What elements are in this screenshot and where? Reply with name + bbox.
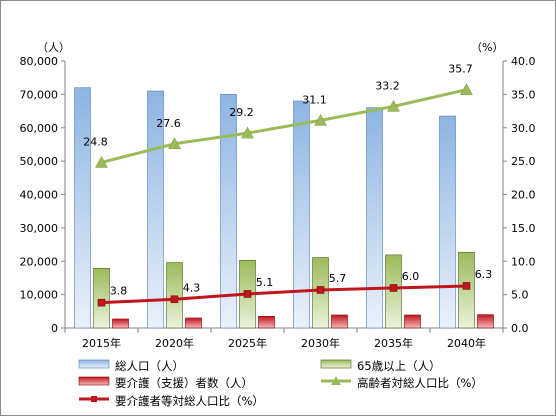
right-axis-unit: （%）: [471, 41, 503, 54]
legend-item: 総人口（人）: [78, 359, 184, 373]
legend-item: 要介護者等対総人口比（%）: [79, 394, 264, 408]
square-marker: [316, 286, 325, 294]
left-tick-label: 50,000: [20, 155, 59, 168]
bar-s3: [477, 314, 494, 329]
left-tick-label: 30,000: [20, 222, 59, 235]
legend-square-marker: [91, 396, 97, 402]
data-label: 6.0: [402, 270, 420, 283]
data-label: 31.1: [302, 93, 327, 106]
x-tick-label: 2030年: [301, 336, 340, 350]
data-label: 3.8: [110, 285, 128, 298]
triangle-marker: [314, 113, 327, 126]
left-tick-label: 80,000: [20, 55, 59, 68]
triangle-marker: [168, 137, 181, 150]
bar-s1: [439, 115, 456, 329]
square-marker: [97, 298, 106, 307]
x-tick-label: 2040年: [447, 336, 486, 350]
left-tick-label: 10,000: [20, 289, 59, 302]
right-tick-label: 20.0: [511, 189, 536, 202]
bar-s3: [258, 316, 275, 329]
legend-label: 要介護（支援）者数（人）: [115, 376, 253, 390]
legend-label: 高齢者対総人口比（%）: [357, 376, 483, 390]
legend-triangle-marker: [331, 376, 341, 385]
bar-s3: [185, 317, 202, 329]
left-tick-label: 0: [51, 322, 58, 335]
line-series-2: [101, 284, 467, 305]
bar-s1: [220, 94, 237, 329]
legend-item: 65歳以上（人）: [320, 359, 441, 373]
data-label: 6.3: [475, 268, 493, 281]
x-tick-label: 2020年: [155, 336, 194, 350]
left-tick-label: 40,000: [20, 189, 59, 202]
square-marker: [170, 295, 179, 304]
triangle-marker: [387, 99, 400, 112]
triangle-marker: [460, 83, 473, 95]
bar-s2: [166, 262, 183, 329]
legend-label: 総人口（人）: [115, 359, 184, 373]
plot-area: 0 10,000 20,000 30,000 40,000 50,000 60,000 70,…: [20, 41, 536, 350]
left-axis-unit: （人）: [37, 41, 70, 54]
x-tick-label: 2035年: [374, 336, 413, 350]
data-label: 27.6: [156, 117, 181, 130]
right-tick-label: 5.0: [511, 289, 529, 302]
right-tick-label: 15.0: [511, 222, 536, 235]
bar-s1: [366, 107, 383, 329]
triangle-marker: [95, 155, 108, 168]
right-tick-label: 0.0: [511, 322, 529, 335]
data-label: 5.7: [329, 272, 347, 285]
bar-s1: [293, 100, 310, 329]
legend: 総人口（人） 65歳以上（人） 要介護（支援）者数（人） 高齢者対総人口比（%） 要介護…: [78, 359, 483, 408]
square-marker: [389, 284, 398, 292]
data-label: 4.3: [183, 281, 201, 294]
legend-swatch: [78, 376, 110, 386]
data-label: 29.2: [229, 106, 254, 119]
legend-swatch: [78, 359, 110, 369]
left-tick-label: 60,000: [20, 122, 59, 135]
bar-s2: [458, 251, 475, 329]
legend-item: 高齢者対総人口比（%）: [321, 376, 483, 390]
right-tick-label: 35.0: [511, 88, 536, 101]
data-label: 33.2: [375, 79, 400, 92]
right-tick-label: 25.0: [511, 155, 536, 168]
x-tick-label: 2015年: [82, 336, 121, 350]
right-tick-label: 40.0: [511, 55, 536, 68]
legend-swatch: [320, 359, 352, 369]
bar-s3: [112, 318, 129, 329]
bar-s3: [331, 314, 348, 329]
square-marker: [462, 282, 471, 290]
left-tick-label: 20,000: [20, 255, 59, 268]
right-tick-label: 10.0: [511, 255, 536, 268]
bar-s3: [404, 314, 421, 329]
data-label: 24.8: [83, 135, 108, 148]
bar-s2: [93, 267, 110, 329]
bar-s1: [74, 87, 91, 329]
legend-label: 要介護者等対総人口比（%）: [115, 394, 264, 408]
data-label: 5.1: [256, 276, 274, 289]
line-series-1: [101, 88, 467, 164]
legend-item: 要介護（支援）者数（人）: [78, 376, 253, 390]
left-tick-label: 70,000: [20, 88, 59, 101]
square-marker: [243, 290, 252, 298]
right-tick-label: 30.0: [511, 122, 536, 135]
triangle-marker: [241, 126, 254, 139]
data-label: 35.7: [448, 63, 473, 76]
x-tick-label: 2025年: [228, 336, 267, 350]
legend-label: 65歳以上（人）: [357, 359, 441, 373]
